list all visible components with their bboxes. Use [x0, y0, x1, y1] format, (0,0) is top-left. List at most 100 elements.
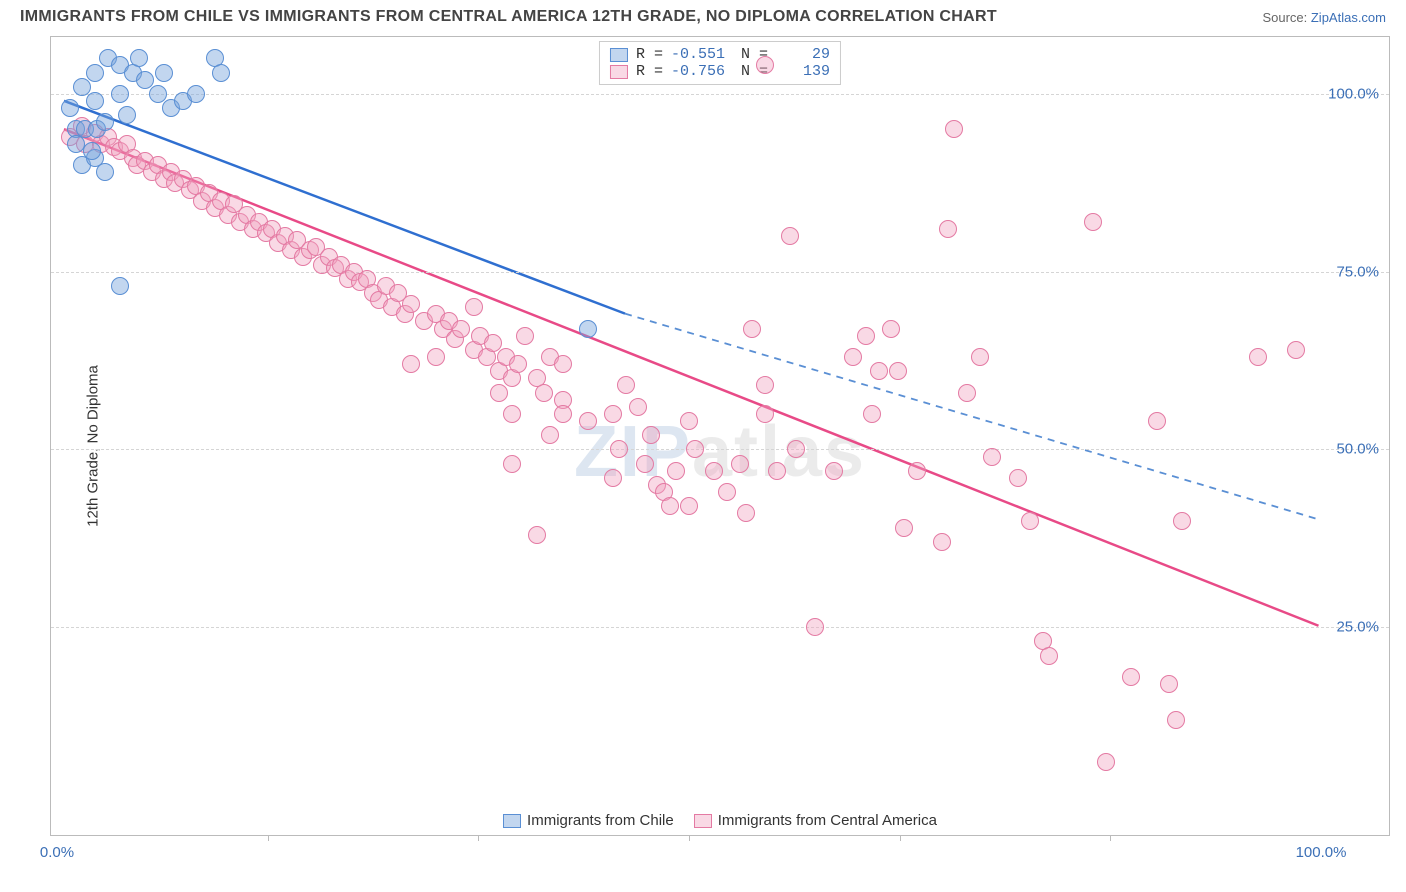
swatch-chile — [503, 814, 521, 828]
x-tick-label: 0.0% — [40, 844, 74, 861]
data-point — [857, 327, 875, 345]
data-point — [889, 362, 907, 380]
data-point — [642, 426, 660, 444]
data-point — [96, 163, 114, 181]
data-point — [825, 462, 843, 480]
legend-row-chile: R = -0.551 N = 29 — [610, 46, 830, 63]
data-point — [1148, 412, 1166, 430]
x-tick-mark — [1110, 835, 1111, 841]
data-point — [402, 295, 420, 313]
data-point — [737, 504, 755, 522]
x-tick-mark — [900, 835, 901, 841]
data-point — [958, 384, 976, 402]
data-point — [604, 469, 622, 487]
y-tick-label: 100.0% — [1328, 85, 1379, 102]
data-point — [863, 405, 881, 423]
data-point — [680, 497, 698, 515]
data-point — [1122, 668, 1140, 686]
data-point — [718, 483, 736, 501]
gridline-h — [51, 449, 1389, 450]
data-point — [983, 448, 1001, 466]
data-point — [756, 376, 774, 394]
data-point — [452, 320, 470, 338]
data-point — [686, 440, 704, 458]
y-tick-label: 75.0% — [1336, 263, 1379, 280]
data-point — [617, 376, 635, 394]
gridline-h — [51, 94, 1389, 95]
swatch-central-america — [694, 814, 712, 828]
data-point — [756, 405, 774, 423]
data-point — [882, 320, 900, 338]
gridline-h — [51, 627, 1389, 628]
chart-title: IMMIGRANTS FROM CHILE VS IMMIGRANTS FROM… — [20, 8, 997, 26]
data-point — [86, 92, 104, 110]
data-point — [579, 320, 597, 338]
x-tick-mark — [478, 835, 479, 841]
data-point — [541, 426, 559, 444]
data-point — [554, 355, 572, 373]
data-point — [402, 355, 420, 373]
data-point — [806, 618, 824, 636]
data-point — [667, 462, 685, 480]
data-point — [155, 64, 173, 82]
data-point — [86, 64, 104, 82]
data-point — [781, 227, 799, 245]
data-point — [768, 462, 786, 480]
data-point — [187, 85, 205, 103]
data-point — [731, 455, 749, 473]
data-point — [971, 348, 989, 366]
legend-row-central-america: R = -0.756 N = 139 — [610, 63, 830, 80]
data-point — [503, 455, 521, 473]
data-point — [629, 398, 647, 416]
trend-lines — [51, 37, 1389, 835]
data-point — [96, 113, 114, 131]
data-point — [870, 362, 888, 380]
data-point — [579, 412, 597, 430]
source-label: Source: ZipAtlas.com — [1262, 10, 1386, 25]
data-point — [939, 220, 957, 238]
swatch-chile — [610, 48, 628, 62]
data-point — [1287, 341, 1305, 359]
swatch-central-america — [610, 65, 628, 79]
data-point — [516, 327, 534, 345]
gridline-h — [51, 272, 1389, 273]
chart-plot-area: ZIPatlas R = -0.551 N = 29 R = -0.756 N … — [50, 36, 1390, 836]
data-point — [67, 135, 85, 153]
data-point — [1173, 512, 1191, 530]
data-point — [1167, 711, 1185, 729]
data-point — [118, 106, 136, 124]
correlation-legend: R = -0.551 N = 29 R = -0.756 N = 139 — [599, 41, 841, 85]
legend-item-central-america: Immigrants from Central America — [694, 812, 937, 829]
data-point — [1249, 348, 1267, 366]
data-point — [787, 440, 805, 458]
data-point — [844, 348, 862, 366]
data-point — [705, 462, 723, 480]
data-point — [130, 49, 148, 67]
data-point — [1160, 675, 1178, 693]
data-point — [1097, 753, 1115, 771]
data-point — [490, 384, 508, 402]
data-point — [604, 405, 622, 423]
series-legend: Immigrants from Chile Immigrants from Ce… — [51, 812, 1389, 829]
data-point — [661, 497, 679, 515]
data-point — [743, 320, 761, 338]
data-point — [895, 519, 913, 537]
data-point — [535, 384, 553, 402]
x-tick-label: 100.0% — [1296, 844, 1347, 861]
data-point — [610, 440, 628, 458]
data-point — [509, 355, 527, 373]
y-tick-label: 50.0% — [1336, 441, 1379, 458]
data-point — [465, 298, 483, 316]
x-tick-mark — [689, 835, 690, 841]
data-point — [111, 85, 129, 103]
data-point — [61, 99, 79, 117]
data-point — [1084, 213, 1102, 231]
data-point — [1040, 647, 1058, 665]
x-tick-mark — [268, 835, 269, 841]
source-link[interactable]: ZipAtlas.com — [1311, 10, 1386, 25]
y-tick-label: 25.0% — [1336, 619, 1379, 636]
data-point — [503, 405, 521, 423]
data-point — [680, 412, 698, 430]
data-point — [933, 533, 951, 551]
data-point — [427, 348, 445, 366]
